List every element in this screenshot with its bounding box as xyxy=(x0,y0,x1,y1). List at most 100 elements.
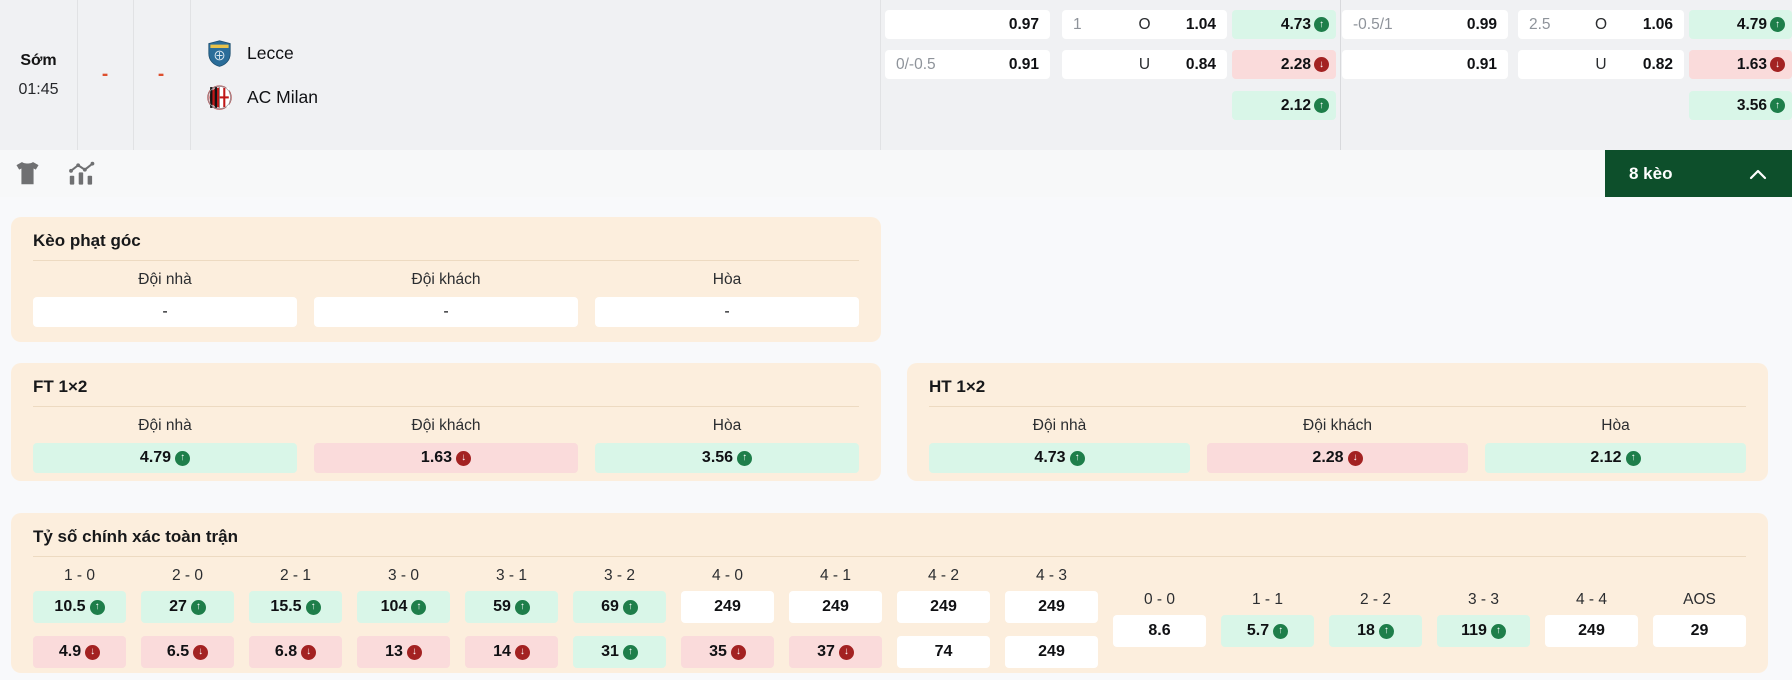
odds-cell[interactable]: 29 xyxy=(1653,615,1746,647)
ht-1x2-home-cell[interactable]: 4.73 xyxy=(1232,10,1336,39)
home-score: - xyxy=(101,64,109,85)
odd-value: 249 xyxy=(1578,622,1605,639)
odds-cell[interactable]: 2.12 xyxy=(1485,443,1746,473)
match-time: Sớm 01:45 xyxy=(0,0,77,150)
odds-cell[interactable]: 2.28 xyxy=(1207,443,1468,473)
odds-cell[interactable]: - xyxy=(314,297,578,327)
odds-cell[interactable]: 74 xyxy=(897,636,990,668)
ht-handicap-home-cell[interactable]: 0.97 xyxy=(885,10,1050,39)
arrow-up-circle-icon xyxy=(89,599,105,615)
odds-cell[interactable]: 3.56 xyxy=(595,443,859,473)
odd-value: 1.06 xyxy=(1642,15,1673,33)
arrow-up-circle-icon xyxy=(1625,450,1641,466)
odds-cell[interactable]: 35 xyxy=(681,636,774,668)
odds-cell[interactable]: 249 xyxy=(897,591,990,623)
divider xyxy=(929,406,1746,407)
odds-cell[interactable]: 10.5 xyxy=(33,591,126,623)
odds-cell[interactable]: 15.5 xyxy=(249,591,342,623)
odds-cell[interactable]: 4.79 xyxy=(33,443,297,473)
column-header: Hòa xyxy=(1601,417,1630,434)
odds-cell[interactable]: 18 xyxy=(1329,615,1422,647)
odd-value: 5.7 xyxy=(1246,622,1270,639)
ft-under-cell[interactable]: U 0.82 xyxy=(1518,50,1684,79)
odds-cell[interactable]: 119 xyxy=(1437,615,1530,647)
match-header: Sớm 01:45 - - Lecce xyxy=(0,0,1792,151)
score-column: 0 - 0 8.6 xyxy=(1113,591,1206,668)
arrow-down-circle-icon xyxy=(838,644,854,660)
arrow-up-circle-icon xyxy=(1770,98,1785,113)
market-column: Hòa 2.12 xyxy=(1485,417,1746,473)
odds-cell[interactable]: 249 xyxy=(1005,636,1098,668)
odds-cell[interactable]: 14 xyxy=(465,636,558,668)
odds-cell[interactable]: 4.9 xyxy=(33,636,126,668)
odd-value: 37 xyxy=(817,643,835,660)
odds-cell[interactable]: 1.63 xyxy=(314,443,578,473)
odd-value: 249 xyxy=(822,598,849,615)
ft-1x2-away-cell[interactable]: 1.63 xyxy=(1689,50,1792,79)
arrow-up-circle-icon xyxy=(1490,623,1506,639)
score-header: AOS xyxy=(1683,591,1716,608)
odds-cell[interactable]: - xyxy=(33,297,297,327)
score-header: 4 - 0 xyxy=(711,567,743,584)
odds-cell[interactable]: 8.6 xyxy=(1113,615,1206,647)
odds-cell[interactable]: 31 xyxy=(573,636,666,668)
odds-cell[interactable]: 5.7 xyxy=(1221,615,1314,647)
score-header: 4 - 4 xyxy=(1575,591,1607,608)
ft-handicap-home-cell[interactable]: -0.5/1 0.99 xyxy=(1342,10,1508,39)
odds-cell[interactable]: 6.5 xyxy=(141,636,234,668)
odds-cell[interactable]: 249 xyxy=(1005,591,1098,623)
score-column: 3 - 2 69 31 xyxy=(573,567,666,668)
arrow-down-circle-icon xyxy=(1347,450,1363,466)
ft-over-cell[interactable]: 2.5 O 1.06 xyxy=(1518,10,1684,39)
odd-value: 18 xyxy=(1357,622,1375,639)
score-header: 0 - 0 xyxy=(1143,591,1175,608)
score-column: 4 - 1 249 37 xyxy=(789,567,882,668)
ft-1x2-home-cell[interactable]: 4.79 xyxy=(1689,10,1792,39)
odds-cell[interactable]: 249 xyxy=(1545,615,1638,647)
arrow-up-circle-icon xyxy=(1378,623,1394,639)
ht-handicap-away-cell[interactable]: 0/-0.5 0.91 xyxy=(885,50,1050,79)
over-label: O xyxy=(1594,15,1608,33)
odds-cell[interactable]: 6.8 xyxy=(249,636,342,668)
ht-1x2-away-cell[interactable]: 2.28 xyxy=(1232,50,1336,79)
odds-cell[interactable]: 249 xyxy=(789,591,882,623)
ht-1x2-draw-cell[interactable]: 2.12 xyxy=(1232,91,1336,120)
arrow-up-circle-icon xyxy=(305,599,321,615)
score-header: 1 - 0 xyxy=(63,567,95,584)
ht-over-cell[interactable]: 1 O 1.04 xyxy=(1062,10,1227,39)
score-header: 4 - 3 xyxy=(1035,567,1067,584)
odd-value: 0.82 xyxy=(1642,55,1674,73)
odd-value: 13 xyxy=(385,643,403,660)
odds-count-toggle[interactable]: 8 kèo xyxy=(1605,150,1792,197)
odds-cell[interactable]: 37 xyxy=(789,636,882,668)
odds-count-label: 8 kèo xyxy=(1629,163,1673,183)
odds-cell[interactable]: 27 xyxy=(141,591,234,623)
under-label: U xyxy=(1595,55,1607,73)
odds-cell[interactable]: 104 xyxy=(357,591,450,623)
jersey-icon[interactable] xyxy=(14,161,41,186)
odds-cell[interactable]: 13 xyxy=(357,636,450,668)
odd-value: 6.8 xyxy=(274,643,298,660)
column-header: Hòa xyxy=(712,271,742,288)
ft-handicap-away-cell[interactable]: 0.91 xyxy=(1342,50,1508,79)
arrow-down-circle-icon xyxy=(730,644,746,660)
odds-cell[interactable]: 59 xyxy=(465,591,558,623)
score-column: 2 - 2 18 xyxy=(1329,591,1422,668)
corner-odds-card: Kèo phạt góc Đội nhà - Đội khách - Hòa - xyxy=(11,217,881,342)
ht-under-cell[interactable]: U 0.84 xyxy=(1062,50,1227,79)
odd-value: 3.56 xyxy=(701,449,734,466)
odd-value: 29 xyxy=(1690,622,1709,639)
away-team-row[interactable]: AC Milan xyxy=(207,84,318,111)
column-header: Đội nhà xyxy=(138,271,192,288)
ft-1x2-draw-cell[interactable]: 3.56 xyxy=(1689,91,1792,120)
ac-milan-crest-icon xyxy=(207,84,232,111)
odds-cell[interactable]: 69 xyxy=(573,591,666,623)
score-column: AOS 29 xyxy=(1653,591,1746,668)
home-team-row[interactable]: Lecce xyxy=(207,39,318,67)
odd-value: 10.5 xyxy=(54,598,86,615)
stats-chart-icon[interactable] xyxy=(67,161,96,186)
match-stage-label: Sớm xyxy=(20,51,57,69)
odds-cell[interactable]: - xyxy=(595,297,859,327)
odds-cell[interactable]: 249 xyxy=(681,591,774,623)
odds-cell[interactable]: 4.73 xyxy=(929,443,1190,473)
